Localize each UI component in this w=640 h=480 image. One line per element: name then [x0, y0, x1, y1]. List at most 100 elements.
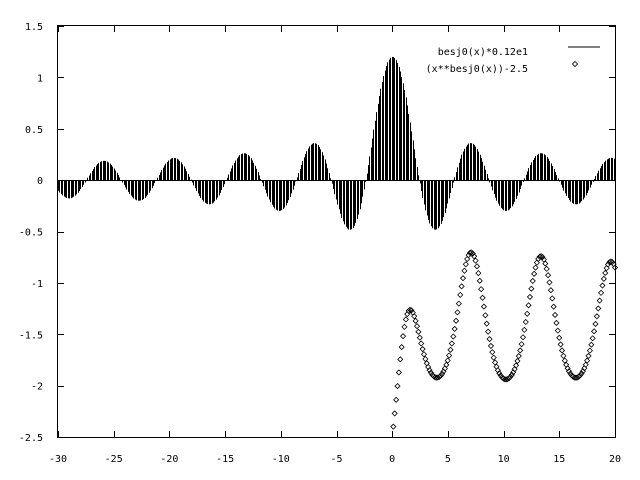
x-axis: -30 -25 -20 -15 -10 -5 0 5 10 15 20: [49, 26, 621, 465]
data-point: [457, 291, 464, 298]
data-point: [550, 303, 557, 310]
x-tick-label: 15: [553, 454, 565, 465]
data-point: [578, 370, 585, 377]
data-point: [420, 351, 428, 358]
x-tick-label: -25: [105, 454, 123, 465]
data-point: [496, 370, 503, 377]
data-point: [586, 347, 593, 354]
data-point: [528, 285, 535, 292]
data-point: [556, 334, 563, 341]
data-point: [469, 250, 476, 257]
data-point: [532, 264, 539, 271]
data-point: [522, 318, 529, 326]
data-point: [600, 275, 607, 282]
x-tick-label: 20: [609, 454, 621, 465]
data-point: [596, 297, 603, 304]
data-point: [461, 267, 468, 274]
data-point: [512, 362, 520, 369]
y-tick-label: -1.5: [19, 330, 43, 341]
data-point: [551, 311, 559, 319]
data-point: [525, 302, 532, 309]
data-point: [584, 357, 591, 364]
data-point: [565, 368, 573, 375]
data-point: [413, 323, 421, 330]
data-point: [572, 374, 580, 381]
data-point: [406, 306, 414, 313]
x-tick-label: -5: [330, 454, 342, 465]
y-tick-label: -2.5: [19, 433, 43, 444]
data-point: [546, 279, 553, 286]
x-tick-label: -20: [160, 454, 178, 465]
data-point: [419, 345, 426, 353]
data-point: [604, 261, 612, 268]
data-point: [575, 373, 582, 380]
x-tick-label: -30: [49, 454, 67, 465]
data-point: [476, 277, 483, 284]
y-tick-label: -1: [31, 279, 43, 290]
data-point: [401, 323, 408, 330]
data-point: [472, 257, 479, 264]
data-point: [471, 253, 478, 260]
data-point: [524, 310, 531, 317]
data-point: [398, 344, 405, 351]
data-point: [521, 326, 528, 333]
data-point: [589, 335, 596, 342]
data-point: [515, 352, 522, 360]
data-point: [557, 341, 564, 348]
legend: besj0(x)*0.12e1 (x**besj0(x))-2.5: [426, 46, 600, 75]
data-point: [454, 309, 461, 316]
data-point: [564, 365, 571, 372]
series-impulses: [58, 56, 616, 230]
data-point: [402, 316, 409, 323]
y-tick-label: 1: [37, 73, 43, 84]
data-point: [395, 369, 402, 376]
data-point: [391, 410, 398, 417]
data-point: [422, 355, 429, 363]
data-point: [408, 307, 415, 314]
legend-diamond-symbol: [571, 60, 579, 68]
data-point: [397, 356, 404, 363]
data-point: [482, 312, 489, 319]
data-point: [448, 340, 455, 347]
legend-diamond-marker: [571, 60, 579, 68]
data-point: [539, 254, 546, 261]
data-point: [412, 317, 419, 324]
x-tick-label: -15: [216, 454, 234, 465]
y-tick-label: -0.5: [19, 228, 43, 239]
y-axis: -2.5 -2 -1.5 -1 -0.5 0 0.5 1 1.5: [19, 22, 615, 444]
data-point: [543, 265, 550, 272]
data-point: [494, 367, 501, 374]
x-tick-label: -10: [272, 454, 290, 465]
data-point: [411, 313, 418, 320]
data-point: [443, 361, 450, 368]
data-point: [446, 352, 453, 359]
y-tick-label: 0: [37, 176, 43, 187]
data-point: [489, 349, 496, 356]
data-point: [455, 300, 462, 307]
data-point: [599, 282, 606, 289]
data-point: [462, 261, 469, 268]
data-point: [394, 383, 401, 390]
data-point: [415, 328, 422, 335]
data-point: [480, 303, 488, 310]
data-point: [514, 357, 521, 365]
data-point: [517, 347, 524, 354]
x-tick-label: 5: [445, 454, 451, 465]
data-point: [483, 320, 490, 327]
data-point: [441, 365, 448, 372]
data-point: [416, 334, 423, 341]
data-point: [473, 263, 481, 270]
data-point: [479, 294, 486, 301]
y-tick-label: -2: [31, 382, 43, 393]
data-point: [547, 287, 554, 294]
data-point: [588, 341, 595, 348]
data-point: [465, 252, 472, 259]
x-tick-label: 0: [389, 454, 395, 465]
data-point: [450, 333, 457, 340]
data-point: [535, 255, 542, 262]
data-point: [597, 289, 605, 296]
y-tick-label: 1.5: [25, 22, 43, 33]
data-point: [444, 357, 451, 364]
data-point: [591, 328, 598, 335]
x-tick-label: 10: [498, 454, 510, 465]
